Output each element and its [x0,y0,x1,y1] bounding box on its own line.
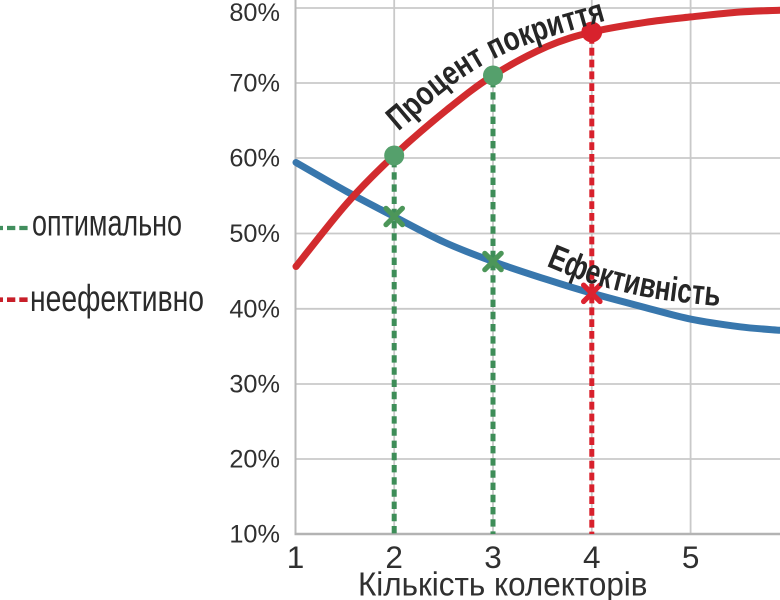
svg-text:Кількість колекторів: Кількість колекторів [358,566,648,600]
svg-text:2: 2 [385,539,403,575]
svg-text:60%: 60% [229,145,280,173]
svg-text:20%: 20% [229,446,280,474]
svg-text:70%: 70% [229,70,280,98]
svg-text:40%: 40% [229,295,280,323]
svg-text:10%: 10% [229,521,280,549]
svg-text:1: 1 [287,539,305,575]
svg-text:50%: 50% [229,220,280,248]
svg-text:4: 4 [583,539,601,575]
svg-text:30%: 30% [229,371,280,399]
svg-text:80%: 80% [229,0,280,27]
svg-text:3: 3 [484,539,502,575]
svg-text:5: 5 [682,539,700,575]
svg-text:оптимально: оптимально [32,202,182,244]
svg-text:неефективно: неефективно [30,277,204,319]
